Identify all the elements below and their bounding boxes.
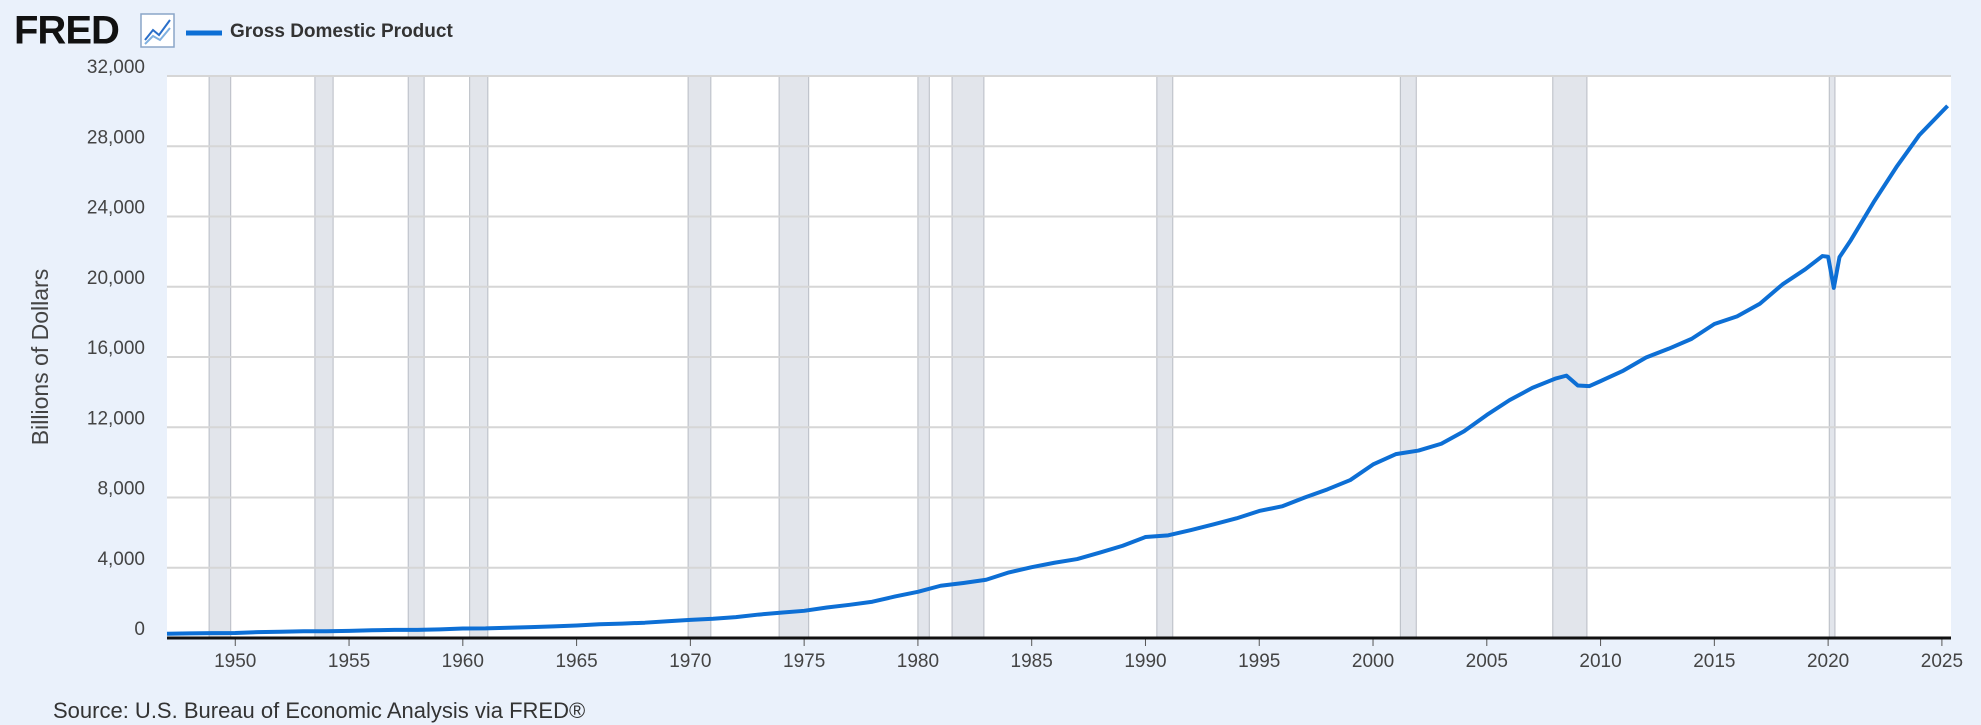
y-tick-label: 24,000 (87, 198, 145, 219)
x-tick-label: 1965 (555, 651, 597, 672)
x-tick-label: 1985 (1011, 651, 1053, 672)
y-tick-label: 4,000 (97, 549, 145, 570)
x-tick-label: 2025 (1921, 651, 1963, 672)
x-tick-label: 1990 (1124, 651, 1166, 672)
x-tick-label: 1955 (328, 651, 370, 672)
x-tick-label: 2000 (1352, 651, 1394, 672)
x-tick-label: 1980 (897, 651, 939, 672)
y-tick-label: 32,000 (87, 57, 145, 78)
logo-icon (140, 13, 175, 48)
y-tick-label: 16,000 (87, 338, 145, 359)
y-tick-label: 8,000 (97, 479, 145, 500)
y-tick-label: 12,000 (87, 408, 145, 429)
x-tick-label: 2020 (1807, 651, 1849, 672)
x-tick-label: 1975 (783, 651, 825, 672)
x-tick-label: 1970 (669, 651, 711, 672)
brand-logo: FRED (14, 9, 119, 53)
x-tick-label: 2015 (1693, 651, 1735, 672)
y-tick-label: 0 (134, 619, 145, 640)
y-tick-label: 20,000 (87, 268, 145, 289)
x-tick-label: 1995 (1238, 651, 1280, 672)
series-line (166, 104, 1950, 636)
legend-label: Gross Domestic Product (230, 21, 453, 42)
x-tick-label: 1960 (442, 651, 484, 672)
x-tick-label: 1950 (214, 651, 256, 672)
x-tick-label: 2010 (1579, 651, 1621, 672)
y-axis-label: Billions of Dollars (27, 269, 53, 445)
source-note: Source: U.S. Bureau of Economic Analysis… (53, 698, 585, 723)
y-tick-label: 28,000 (87, 127, 145, 148)
x-tick-label: 2005 (1466, 651, 1508, 672)
